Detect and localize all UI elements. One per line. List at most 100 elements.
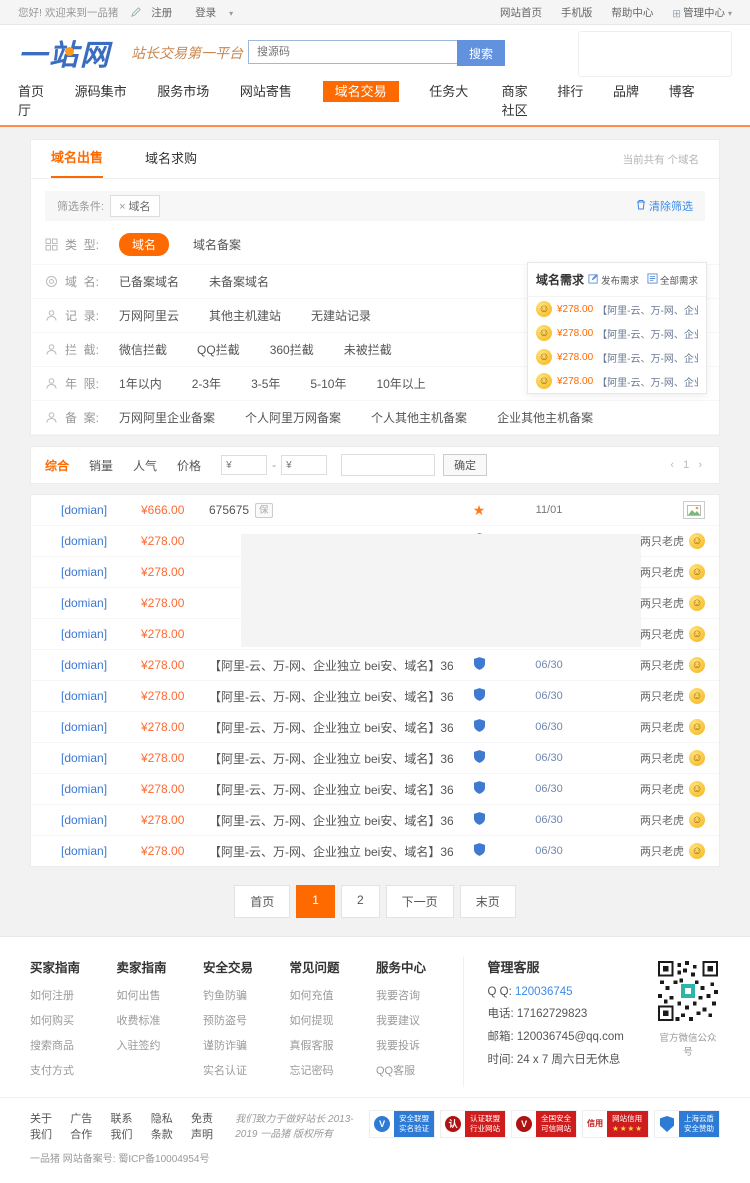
seller-link[interactable]: 两只老虎 [640,660,684,672]
nav-item-task-hall[interactable]: 任务大厅 [18,84,469,118]
nav-item-service-market[interactable]: 服务市场 [157,84,210,99]
nav-item-site-consign[interactable]: 网站寄售 [239,84,292,99]
page-last-button[interactable]: 末页 [459,885,516,918]
footer-link[interactable]: 钓鱼防骗 [203,990,247,1002]
footer-link[interactable]: 谨防诈骗 [203,1040,247,1052]
footer-link[interactable]: 忘记密码 [289,1065,334,1077]
demand-item[interactable]: ☺ ¥278.00 【阿里-云、万-网、企业独立 b [528,345,706,369]
footer-link[interactable]: 搜索商品 [30,1040,74,1052]
topbar-link-admin[interactable]: ⊞ 管理中心 ▾ [672,6,732,20]
filter-option[interactable]: 5-10年 [310,377,347,391]
footer-link[interactable]: 支付方式 [30,1065,74,1077]
site-logo[interactable]: 一站网 [18,32,111,74]
domain-link[interactable]: [domian] [61,720,108,734]
badge-cert-alliance[interactable]: 认 认证联盟 行业网站 [440,1110,507,1138]
domain-link[interactable]: [domian] [61,751,108,765]
domain-link[interactable]: [domian] [61,627,108,641]
footer-link[interactable]: 如何充值 [289,990,334,1002]
bottom-link-contact[interactable]: 联系我们 [110,1113,133,1141]
next-page-icon[interactable]: › [698,459,702,471]
nav-item-blog[interactable]: 博客 [668,84,695,99]
filter-option[interactable]: 域名备案 [193,238,242,252]
filter-option[interactable]: 3-5年 [251,377,281,391]
filter-option[interactable]: 微信拦截 [119,343,168,357]
seller-link[interactable]: 两只老虎 [640,629,684,641]
topbar-link-home[interactable]: 网站首页 [499,6,542,19]
filter-option[interactable]: 个人阿里万网备案 [245,411,342,425]
domain-link[interactable]: [domian] [61,503,108,517]
tab-domain-buy[interactable]: 域名求购 [145,151,198,166]
star-icon[interactable]: ★ [472,501,486,518]
filter-option[interactable]: 万网阿里企业备案 [119,411,216,425]
footer-link[interactable]: 预防盗号 [203,1015,247,1027]
register-link[interactable]: 注册 [131,7,182,19]
topbar-link-help[interactable]: 帮助中心 [611,6,654,19]
topbar-link-mobile[interactable]: 手机版 [560,6,593,19]
page-2-button[interactable]: 2 [340,885,380,918]
sort-price[interactable]: 价格 [177,458,202,473]
badge-site-credit[interactable]: 信用 网站信用 ★★★★ [582,1110,649,1138]
filter-option[interactable]: 未被拦截 [343,343,392,357]
sort-composite[interactable]: 综合 [45,458,70,473]
filter-option-domain[interactable]: 域名 [119,233,170,256]
nav-item-home[interactable]: 首页 [18,84,45,99]
nav-item-brand[interactable]: 品牌 [612,84,639,99]
seller-link[interactable]: 两只老虎 [640,815,684,827]
prev-page-icon[interactable]: ‹ [670,459,675,471]
footer-link[interactable]: 如何注册 [30,990,74,1002]
login-link[interactable]: 登录 ▾ [195,6,234,19]
filter-option[interactable]: 360拦截 [269,343,314,357]
demand-item[interactable]: ☺ ¥278.00 【阿里-云、万-网、企业独立 b [528,297,706,321]
seller-link[interactable]: 两只老虎 [640,691,684,703]
tab-domain-sell[interactable]: 域名出售 [51,140,104,178]
filter-option[interactable]: QQ拦截 [197,343,240,357]
clear-filters-button[interactable]: 清除筛选 [636,198,693,214]
domain-link[interactable]: [domian] [61,844,108,858]
filter-option[interactable]: 其他主机建站 [209,309,282,323]
footer-link[interactable]: 如何购买 [30,1015,74,1027]
page-first-button[interactable]: 首页 [234,885,291,918]
confirm-button[interactable]: 确定 [443,454,488,476]
bottom-link-disclaimer[interactable]: 免责声明 [191,1113,213,1141]
demand-item[interactable]: ☺ ¥278.00 【阿里-云、万-网、企业独立 b [528,369,706,393]
footer-link[interactable]: 如何出售 [116,990,161,1002]
badge-yundun-security[interactable]: 上海云盾 安全赞助 [654,1110,720,1138]
price-min-input[interactable] [221,455,268,475]
filter-option[interactable]: 1年以内 [119,377,162,391]
page-1-button[interactable]: 1 [296,885,335,918]
filter-chip-domain[interactable]: × 域名 [110,195,160,217]
demand-item[interactable]: ☺ ¥278.00 【阿里-云、万-网、企业独立 b [528,321,706,345]
publish-demand-link[interactable]: 发布需求 [588,273,639,287]
close-icon[interactable]: × [119,201,126,213]
seller-link[interactable]: 两只老虎 [640,567,684,579]
seller-link[interactable]: 两只老虎 [640,536,684,548]
keyword-filter-input[interactable] [341,454,436,476]
qq-number-link[interactable]: 120036745 [514,986,573,998]
search-input[interactable] [248,40,457,64]
nav-item-community[interactable]: 社区 [501,103,528,118]
domain-link[interactable]: [domian] [61,534,108,548]
domain-link[interactable]: [domian] [61,813,108,827]
domain-link[interactable]: [domian] [61,782,108,796]
filter-option[interactable]: 个人其他主机备案 [371,411,468,425]
filter-option[interactable]: 未备案域名 [209,275,270,289]
seller-link[interactable]: 两只老虎 [640,846,684,858]
filter-option[interactable]: 2-3年 [191,377,222,391]
page-next-button[interactable]: 下一页 [385,885,454,918]
footer-link[interactable]: 收费标准 [116,1015,161,1027]
footer-link[interactable]: QQ客服 [376,1065,416,1077]
footer-link[interactable]: 我要咨询 [376,990,420,1002]
footer-link[interactable]: 我要建议 [376,1015,420,1027]
footer-link[interactable]: 如何提现 [289,1015,334,1027]
domain-link[interactable]: [domian] [61,658,108,672]
filter-option[interactable]: 企业其他主机备案 [497,411,594,425]
sort-popularity[interactable]: 人气 [133,458,158,473]
badge-trusted-site[interactable]: V 全国安全 可信网站 [511,1110,578,1138]
bottom-link-privacy[interactable]: 隐私条款 [150,1113,173,1141]
nav-item-ranking[interactable]: 排行 [557,84,584,99]
sort-sales[interactable]: 销量 [89,458,114,473]
seller-link[interactable]: 两只老虎 [640,722,684,734]
bottom-link-ads[interactable]: 广告合作 [70,1113,93,1141]
all-demand-link[interactable]: 全部需求 [647,272,698,287]
domain-link[interactable]: [domian] [61,565,108,579]
